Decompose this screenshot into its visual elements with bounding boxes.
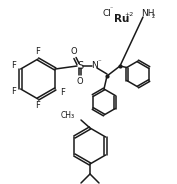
Text: F: F xyxy=(11,88,16,96)
Text: ⁻: ⁻ xyxy=(97,59,101,65)
Text: ₂: ₂ xyxy=(152,10,155,20)
Text: F: F xyxy=(60,88,65,96)
Text: O: O xyxy=(71,47,77,56)
Text: ⁻: ⁻ xyxy=(109,8,113,13)
Text: F: F xyxy=(36,47,40,56)
Text: +2: +2 xyxy=(124,11,134,17)
Text: Cl: Cl xyxy=(102,10,112,19)
Text: Ru: Ru xyxy=(114,14,130,24)
Text: CH₃: CH₃ xyxy=(61,111,75,119)
Text: O: O xyxy=(77,77,83,86)
Text: F: F xyxy=(11,61,16,70)
Text: S: S xyxy=(77,61,83,71)
Text: F: F xyxy=(36,102,40,111)
Text: NH: NH xyxy=(141,10,155,19)
Text: N: N xyxy=(92,61,98,70)
